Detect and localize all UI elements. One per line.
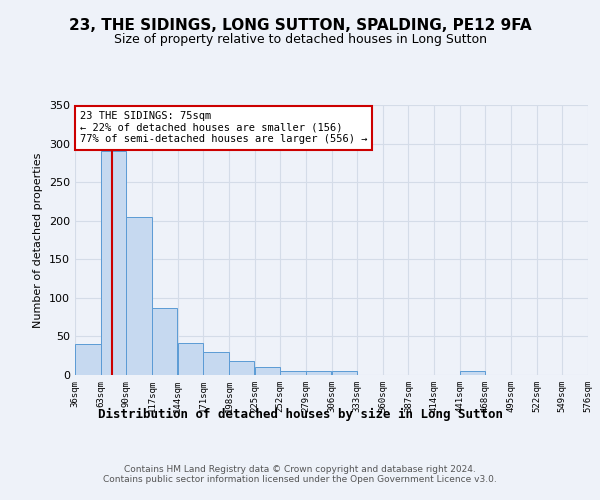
Text: Contains HM Land Registry data © Crown copyright and database right 2024.
Contai: Contains HM Land Registry data © Crown c…	[103, 465, 497, 484]
Bar	[460, 371, 485, 375]
Bar	[203, 352, 229, 375]
Text: Distribution of detached houses by size in Long Sutton: Distribution of detached houses by size …	[97, 408, 503, 420]
Bar	[152, 308, 178, 375]
Bar	[280, 371, 306, 375]
Bar	[127, 217, 152, 375]
Bar	[101, 152, 126, 375]
Bar	[254, 368, 280, 375]
Text: Size of property relative to detached houses in Long Sutton: Size of property relative to detached ho…	[113, 32, 487, 46]
Text: 23 THE SIDINGS: 75sqm
← 22% of detached houses are smaller (156)
77% of semi-det: 23 THE SIDINGS: 75sqm ← 22% of detached …	[80, 111, 367, 144]
Y-axis label: Number of detached properties: Number of detached properties	[34, 152, 43, 328]
Bar	[75, 344, 101, 375]
Bar	[229, 361, 254, 375]
Bar	[306, 371, 331, 375]
Text: 23, THE SIDINGS, LONG SUTTON, SPALDING, PE12 9FA: 23, THE SIDINGS, LONG SUTTON, SPALDING, …	[68, 18, 532, 32]
Bar	[178, 342, 203, 375]
Bar	[332, 371, 357, 375]
